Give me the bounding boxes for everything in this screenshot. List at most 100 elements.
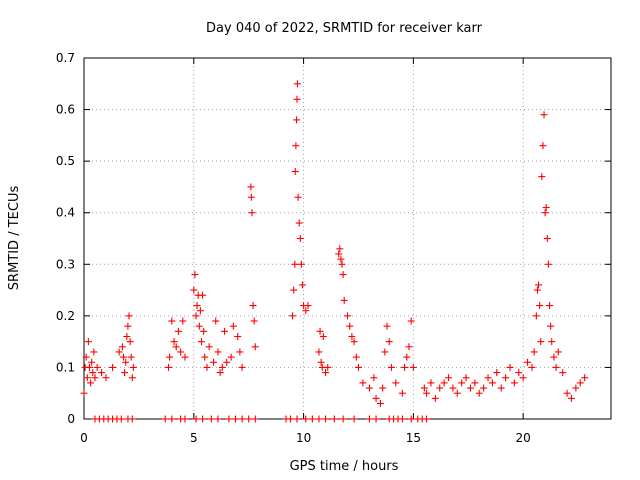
data-point: [295, 219, 303, 227]
data-point: [174, 327, 182, 335]
data-point: [475, 389, 483, 397]
data-point: [190, 286, 198, 294]
data-point: [572, 384, 580, 392]
data-point: [315, 348, 323, 356]
x-axis-label: GPS time / hours: [290, 459, 399, 474]
grid: [84, 58, 611, 419]
data-point: [172, 343, 180, 351]
data-point: [120, 353, 128, 361]
data-point: [82, 353, 90, 361]
data-point: [365, 384, 373, 392]
data-point: [401, 363, 409, 371]
data-point: [445, 374, 453, 382]
axis-ticks: 0 0.1 0.2 0.3 0.4 0.5 0.6 0.7 0 5 10 15 20: [56, 51, 611, 445]
data-point: [181, 415, 189, 423]
data-point: [191, 271, 199, 279]
data-point: [247, 193, 255, 201]
data-point: [245, 415, 253, 423]
data-point: [291, 167, 299, 175]
data-point: [530, 348, 538, 356]
data-point: [207, 415, 215, 423]
data-point: [195, 322, 203, 330]
data-point: [453, 389, 461, 397]
data-point: [576, 379, 584, 387]
data-point: [330, 415, 338, 423]
data-point: [168, 415, 176, 423]
data-point: [543, 235, 551, 242]
data-point: [567, 394, 575, 402]
y-tick-label: 0.6: [56, 103, 75, 117]
data-point: [294, 193, 302, 201]
y-tick-label: 0.4: [56, 206, 75, 220]
data-point: [126, 338, 134, 346]
x-tick-label: 15: [406, 431, 421, 445]
data-point: [109, 363, 117, 371]
data-point: [83, 374, 91, 382]
data-point: [405, 343, 413, 351]
data-point: [510, 379, 518, 387]
data-point: [466, 384, 474, 392]
data-point: [117, 415, 125, 423]
data-point: [533, 286, 541, 294]
y-tick-label: 0: [67, 412, 75, 426]
data-point: [250, 317, 258, 325]
plot-frame: [83, 57, 612, 420]
data-point: [440, 379, 448, 387]
data-point: [536, 302, 544, 310]
data-point: [340, 296, 348, 304]
data-point: [84, 338, 92, 346]
data-point: [238, 415, 246, 423]
data-point: [449, 384, 457, 392]
data-point: [223, 358, 231, 366]
data-point: [338, 260, 346, 268]
data-point: [91, 374, 99, 382]
data-point: [192, 415, 200, 423]
data-point: [221, 327, 229, 335]
data-point: [354, 363, 362, 371]
data-point: [540, 111, 548, 119]
data-point: [249, 302, 257, 310]
data-point: [337, 255, 345, 263]
data-point: [392, 379, 400, 387]
data-point: [232, 415, 240, 423]
data-point: [539, 142, 547, 150]
data-point: [293, 80, 301, 88]
data-point: [251, 343, 259, 351]
data-point: [403, 353, 411, 361]
x-tick-label: 5: [190, 431, 198, 445]
data-point: [80, 389, 88, 397]
data-point: [196, 307, 204, 315]
data-point: [506, 363, 514, 371]
data-point: [581, 374, 589, 382]
data-point: [524, 358, 532, 366]
data-point: [199, 291, 207, 299]
data-point: [93, 363, 101, 371]
data-point: [497, 384, 505, 392]
data-point: [519, 374, 527, 382]
data-point: [200, 327, 208, 335]
data-point: [165, 363, 173, 371]
y-tick-label: 0.2: [56, 309, 75, 323]
data-point: [336, 245, 344, 253]
data-point: [170, 338, 178, 346]
data-point: [298, 281, 306, 289]
y-tick-label: 0.1: [56, 360, 75, 374]
data-point: [538, 173, 546, 181]
data-point: [552, 363, 560, 371]
y-axis-label: SRMTID / TECUs: [7, 186, 22, 291]
data-point: [423, 389, 431, 397]
data-point: [88, 358, 96, 366]
data-point: [123, 332, 131, 340]
data-point: [420, 384, 428, 392]
data-point: [458, 379, 466, 387]
data-point: [177, 348, 185, 356]
data-point: [179, 317, 187, 325]
data-point: [205, 343, 213, 351]
data-point: [102, 374, 110, 382]
y-tick-label: 0.7: [56, 51, 75, 65]
data-point: [431, 394, 439, 402]
data-point: [381, 348, 389, 356]
data-point: [324, 363, 332, 371]
data-point: [462, 374, 470, 382]
data-point: [376, 400, 384, 408]
